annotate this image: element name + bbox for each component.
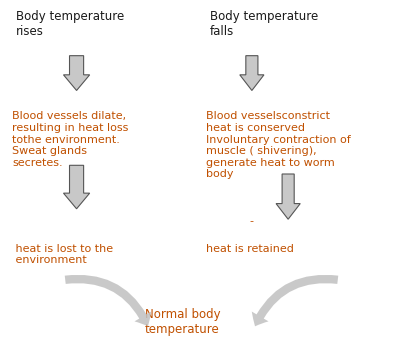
Text: Blood vesselsconstrict
heat is conserved
Involuntary contraction of
muscle ( shi: Blood vesselsconstrict heat is conserved… [206, 111, 350, 179]
Polygon shape [64, 165, 89, 209]
Polygon shape [64, 56, 89, 90]
Polygon shape [240, 56, 264, 90]
Text: Blood vessels dilate,
resulting in heat loss
tothe environment.
Sweat glands
sec: Blood vessels dilate, resulting in heat … [12, 111, 129, 168]
Text: Normal body
temperature: Normal body temperature [145, 308, 221, 336]
Polygon shape [276, 174, 300, 219]
Text: heat is retained: heat is retained [206, 244, 293, 254]
Text: Body temperature
rises: Body temperature rises [16, 10, 125, 38]
FancyArrowPatch shape [65, 275, 151, 326]
FancyArrowPatch shape [252, 275, 338, 326]
Text: -: - [250, 216, 254, 226]
Text: heat is lost to the
 environment: heat is lost to the environment [12, 244, 113, 265]
Text: Body temperature
falls: Body temperature falls [210, 10, 318, 38]
